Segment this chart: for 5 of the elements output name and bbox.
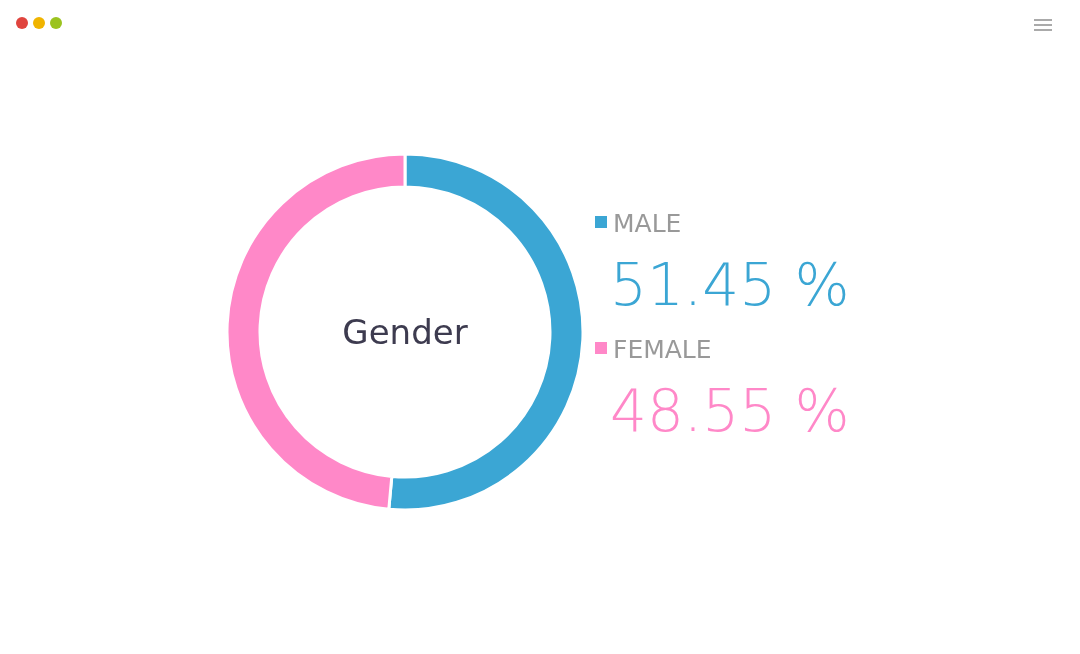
data-label: 48.55 % <box>610 377 850 445</box>
legend-label: FEMALE <box>613 335 712 364</box>
legend-label: MALE <box>613 209 682 238</box>
text: Gender <box>342 312 468 352</box>
data-label: 51.45 % <box>610 251 850 319</box>
